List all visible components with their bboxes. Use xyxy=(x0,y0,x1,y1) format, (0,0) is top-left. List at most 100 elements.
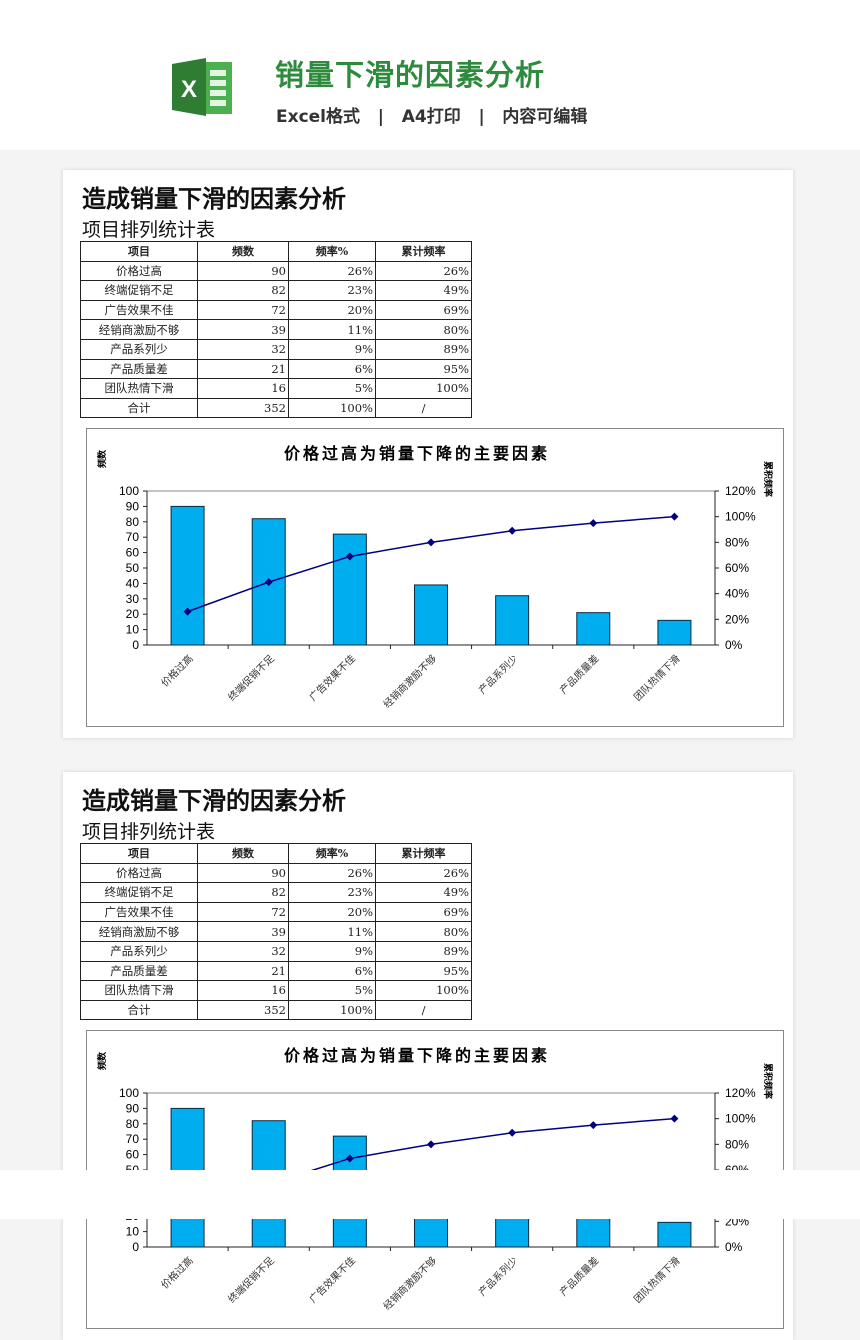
x-tick-label: 价格过高 xyxy=(158,652,195,689)
table-cell: 49% xyxy=(375,882,472,903)
table-cell: 21 xyxy=(197,358,289,380)
sheet-title: 造成销量下滑的因素分析 xyxy=(82,787,346,815)
table-cell: 6% xyxy=(288,960,376,982)
table-cell: 100% xyxy=(288,397,376,419)
table-cell: 5% xyxy=(288,980,376,1001)
table-cell: 11% xyxy=(288,319,376,340)
table-row: 价格过高 90 26% 26% xyxy=(80,260,472,282)
table-cell: 9% xyxy=(288,338,376,360)
y-tick-label: 100 xyxy=(119,484,139,498)
table-cell: 合计 xyxy=(80,397,198,419)
table-cell: 21 xyxy=(197,960,289,982)
table-cell: 32 xyxy=(197,940,289,962)
line-point xyxy=(508,1128,517,1137)
stats-table: 项目 频数 频率% 累计频率 价格过高 90 26% 26% 终端促销不足 82 23% 49% 广告效… xyxy=(80,241,472,419)
x-tick-label: 经销商激励不够 xyxy=(380,1254,439,1313)
table-cell: 16 xyxy=(197,980,289,1001)
table-cell: 团队热情下滑 xyxy=(80,378,198,399)
table-cell: 26% xyxy=(375,260,472,282)
column-header: 项目 xyxy=(80,843,198,864)
y-tick-label: 70 xyxy=(126,530,140,544)
table-cell: 95% xyxy=(375,358,472,380)
y-tick-label: 50 xyxy=(126,561,140,575)
column-header: 频数 xyxy=(197,843,289,864)
bar xyxy=(414,584,448,646)
svg-text:X: X xyxy=(181,76,197,103)
table-cell: 价格过高 xyxy=(80,862,198,884)
y-tick-label: 10 xyxy=(126,1225,140,1239)
y-tick-label: 90 xyxy=(126,1101,140,1115)
table-cell: 352 xyxy=(197,999,289,1021)
table-cell: 23% xyxy=(288,882,376,903)
y-tick-label: 70 xyxy=(126,1132,140,1146)
table-cell: 39 xyxy=(197,319,289,340)
table-cell: 80% xyxy=(375,319,472,340)
x-tick-label: 经销商激励不够 xyxy=(380,652,439,711)
y2-tick-label: 40% xyxy=(725,587,749,601)
table-cell: 20% xyxy=(288,901,376,923)
table-row: 产品质量差 21 6% 95% xyxy=(80,358,472,380)
y-tick-label: 100 xyxy=(119,1086,139,1100)
x-tick-label: 广告效果不佳 xyxy=(306,1254,358,1306)
chart-svg: 价格过高为销量下降的主要因素频数累积频率01020304050607080901… xyxy=(96,444,774,711)
sheet-preview-2: 造成销量下滑的因素分析 项目排列统计表 项目 频数 频率% 累计频率 价格过高 90 26% 26… xyxy=(63,772,793,1340)
table-cell: 89% xyxy=(375,940,472,962)
table-row: 终端促销不足 82 23% 49% xyxy=(80,882,472,903)
table-cell: 11% xyxy=(288,921,376,942)
x-tick-label: 团队热情下滑 xyxy=(631,1254,683,1306)
table-cell: / xyxy=(375,397,472,419)
line-point xyxy=(508,526,517,535)
table-cell: 5% xyxy=(288,378,376,399)
chart-title: 价格过高为销量下降的主要因素 xyxy=(284,444,550,463)
table-cell: 69% xyxy=(375,901,472,923)
table-cell: 终端促销不足 xyxy=(80,882,198,903)
table-header-row: 项目 频数 频率% 累计频率 xyxy=(80,843,472,864)
column-header: 累计频率 xyxy=(375,241,472,262)
line-point xyxy=(345,1154,354,1163)
header: X 销量下滑的因素分析 Excel格式 | A4打印 | 内容可编辑 xyxy=(0,0,860,150)
page-subtitle: Excel格式 | A4打印 | 内容可编辑 xyxy=(276,107,588,127)
line-point xyxy=(589,1121,598,1130)
x-tick-label: 广告效果不佳 xyxy=(306,652,358,704)
table-cell: 90 xyxy=(197,260,289,282)
y2-tick-label: 80% xyxy=(725,535,749,549)
x-tick-label: 终端促销不足 xyxy=(225,1254,277,1306)
bar xyxy=(657,619,692,646)
x-tick-label: 团队热情下滑 xyxy=(631,652,683,704)
y-tick-label: 30 xyxy=(126,592,140,606)
table-cell: 90 xyxy=(197,862,289,884)
line-point xyxy=(427,538,435,547)
y-tick-label: 80 xyxy=(126,515,140,529)
y2-tick-label: 60% xyxy=(725,561,749,575)
page-bottom xyxy=(0,1170,860,1219)
table-cell: 产品质量差 xyxy=(80,358,198,380)
table-cell: 26% xyxy=(288,260,376,282)
table-cell: 100% xyxy=(288,999,376,1021)
table-row: 团队热情下滑 16 5% 100% xyxy=(80,980,472,1001)
table-row: 产品系列少 32 9% 89% xyxy=(80,940,472,962)
table-cell: 产品系列少 xyxy=(80,338,198,360)
table-cell: 72 xyxy=(197,901,289,923)
y2-tick-label: 80% xyxy=(725,1137,749,1151)
x-tick-label: 终端促销不足 xyxy=(225,652,277,704)
x-tick-label: 价格过高 xyxy=(158,1254,195,1291)
table-cell: / xyxy=(375,999,472,1021)
y-axis-label: 频数 xyxy=(96,449,107,468)
table-title: 项目排列统计表 xyxy=(82,821,216,843)
y-tick-label: 80 xyxy=(126,1117,140,1131)
table-header-row: 项目 频数 频率% 累计频率 xyxy=(80,241,472,262)
excel-icon: X xyxy=(172,58,232,116)
table-row: 广告效果不佳 72 20% 69% xyxy=(80,299,472,321)
bar xyxy=(576,1214,611,1248)
table-cell: 26% xyxy=(375,862,472,884)
bar xyxy=(170,505,205,646)
line-point xyxy=(670,512,679,521)
table-cell: 95% xyxy=(375,960,472,982)
table-row: 广告效果不佳 72 20% 69% xyxy=(80,901,472,923)
line-point xyxy=(264,578,273,587)
table-row: 经销商激励不够 39 11% 80% xyxy=(80,319,472,340)
table-row: 经销商激励不够 39 11% 80% xyxy=(80,921,472,942)
line-point xyxy=(670,1114,679,1123)
table-cell: 16 xyxy=(197,378,289,399)
y-tick-label: 90 xyxy=(126,499,140,513)
